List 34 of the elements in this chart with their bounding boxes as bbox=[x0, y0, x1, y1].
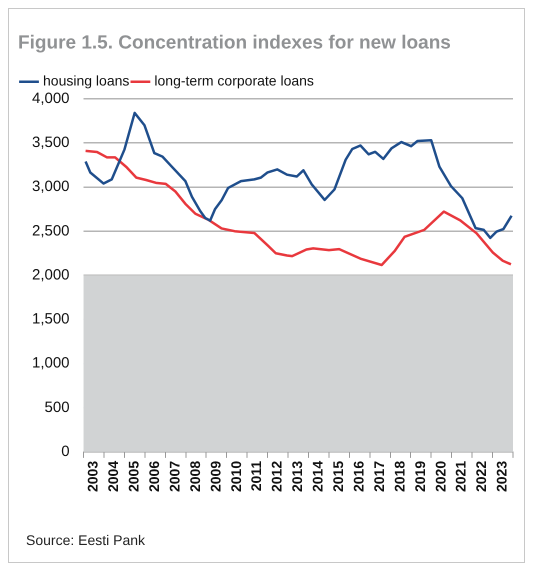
y-tick-label: 0 bbox=[61, 442, 70, 460]
x-tick-label: 2023 bbox=[494, 460, 510, 492]
x-tick-label: 2015 bbox=[330, 460, 346, 492]
x-tick-label: 2020 bbox=[432, 460, 448, 492]
y-tick-label: 1,500 bbox=[32, 310, 70, 328]
y-tick-label: 2,500 bbox=[32, 222, 70, 240]
y-tick-label: 500 bbox=[44, 398, 70, 416]
x-tick-label: 2017 bbox=[370, 460, 387, 492]
x-tick-label: 2012 bbox=[268, 460, 285, 492]
x-tick-label: 2018 bbox=[391, 460, 408, 492]
chart-title: Figure 1.5. Concentration indexes for new loans bbox=[18, 32, 451, 54]
legend-label: long-term corporate loans bbox=[154, 72, 314, 89]
x-tick-label: 2004 bbox=[105, 460, 122, 492]
source-note: Source: Eesti Pank bbox=[26, 532, 146, 548]
x-tick-label: 2009 bbox=[207, 460, 224, 492]
x-tick-label: 2006 bbox=[146, 460, 162, 492]
x-tick-label: 2008 bbox=[186, 460, 203, 492]
y-tick-label: 3,000 bbox=[32, 178, 70, 196]
x-tick-label: 2013 bbox=[289, 460, 306, 492]
x-tick-label: 2010 bbox=[228, 460, 244, 492]
y-tick-label: 3,500 bbox=[32, 134, 70, 152]
x-tick-label: 2022 bbox=[473, 460, 490, 492]
x-tick-label: 2007 bbox=[166, 460, 182, 492]
y-tick-label: 4,000 bbox=[32, 90, 70, 107]
x-tick-label: 2021 bbox=[452, 460, 469, 492]
y-tick-label: 1,000 bbox=[32, 354, 70, 372]
x-tick-label: 2016 bbox=[350, 460, 366, 492]
x-tick-label: 2011 bbox=[248, 460, 264, 492]
y-tick-label: 2,000 bbox=[32, 266, 70, 284]
legend-label: housing loans bbox=[43, 72, 130, 89]
x-tick-label: 2019 bbox=[412, 460, 428, 492]
x-tick-label: 2014 bbox=[310, 460, 326, 492]
x-tick-label: 2005 bbox=[126, 460, 142, 492]
x-tick-label: 2003 bbox=[84, 460, 101, 492]
